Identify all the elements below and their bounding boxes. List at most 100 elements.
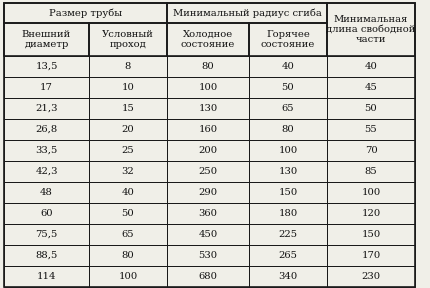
Bar	[167, 119, 249, 140]
Text: Размер трубы: Размер трубы	[49, 8, 122, 18]
Bar	[167, 98, 249, 119]
Bar	[89, 161, 167, 182]
Bar	[89, 77, 167, 98]
Text: 85: 85	[365, 167, 378, 176]
Bar	[327, 203, 415, 224]
Text: 45: 45	[365, 83, 378, 92]
Bar	[167, 56, 249, 77]
Bar	[4, 140, 89, 161]
Text: 40: 40	[365, 62, 378, 71]
Bar	[249, 56, 327, 77]
Bar	[4, 182, 89, 203]
Text: 17: 17	[40, 83, 53, 92]
Text: 75,5: 75,5	[35, 230, 58, 239]
Text: Минимальная
длина свободной
части: Минимальная длина свободной части	[326, 15, 416, 44]
Text: 10: 10	[122, 83, 135, 92]
Bar	[89, 98, 167, 119]
Bar	[4, 98, 89, 119]
Text: 15: 15	[122, 104, 135, 113]
Bar	[327, 140, 415, 161]
Text: 88,5: 88,5	[35, 251, 58, 260]
Bar	[167, 161, 249, 182]
Bar	[4, 266, 89, 287]
Bar	[4, 3, 167, 23]
Bar	[4, 224, 89, 245]
Bar	[4, 245, 89, 266]
Bar	[4, 203, 89, 224]
Bar	[89, 203, 167, 224]
Text: 200: 200	[198, 146, 218, 155]
Bar	[249, 182, 327, 203]
Bar	[89, 224, 167, 245]
Text: 100: 100	[278, 146, 298, 155]
Bar	[167, 224, 249, 245]
Bar	[249, 203, 327, 224]
Text: 130: 130	[198, 104, 218, 113]
Text: 100: 100	[361, 188, 381, 197]
Bar	[249, 77, 327, 98]
Text: 530: 530	[198, 251, 218, 260]
Text: 160: 160	[198, 125, 218, 134]
Text: 100: 100	[198, 83, 218, 92]
Text: 450: 450	[198, 230, 218, 239]
Bar	[327, 266, 415, 287]
Bar	[89, 23, 167, 56]
Text: Холодное
состояние: Холодное состояние	[181, 30, 235, 49]
Text: 360: 360	[199, 209, 218, 218]
Text: 65: 65	[282, 104, 294, 113]
Bar	[4, 161, 89, 182]
Bar	[4, 56, 89, 77]
Bar	[167, 23, 249, 56]
Text: 25: 25	[122, 146, 134, 155]
Bar	[249, 224, 327, 245]
Bar	[327, 56, 415, 77]
Bar	[167, 266, 249, 287]
Bar	[249, 161, 327, 182]
Bar	[327, 182, 415, 203]
Bar	[89, 266, 167, 287]
Text: 150: 150	[278, 188, 298, 197]
Text: 21,3: 21,3	[35, 104, 58, 113]
Text: Внешний
диаметр: Внешний диаметр	[22, 30, 71, 49]
Bar	[327, 224, 415, 245]
Bar	[249, 140, 327, 161]
Bar	[89, 119, 167, 140]
Text: 340: 340	[278, 272, 298, 281]
Bar	[327, 245, 415, 266]
Text: 20: 20	[122, 125, 134, 134]
Text: 250: 250	[198, 167, 218, 176]
Bar	[327, 161, 415, 182]
Bar	[249, 98, 327, 119]
Bar	[89, 182, 167, 203]
Bar	[167, 3, 327, 23]
Bar	[167, 182, 249, 203]
Bar	[327, 98, 415, 119]
Text: 230: 230	[362, 272, 381, 281]
Bar	[167, 77, 249, 98]
Text: 225: 225	[279, 230, 298, 239]
Text: Горячее
состояние: Горячее состояние	[261, 30, 315, 49]
Bar	[167, 140, 249, 161]
Bar	[167, 203, 249, 224]
Text: 13,5: 13,5	[35, 62, 58, 71]
Text: 40: 40	[282, 62, 295, 71]
Text: Минимальный радиус сгиба: Минимальный радиус сгиба	[172, 8, 322, 18]
Bar	[327, 3, 415, 56]
Text: 80: 80	[122, 251, 134, 260]
Bar	[4, 77, 89, 98]
Bar	[89, 56, 167, 77]
Bar	[249, 266, 327, 287]
Text: 65: 65	[122, 230, 134, 239]
Text: 265: 265	[279, 251, 298, 260]
Text: 48: 48	[40, 188, 53, 197]
Bar	[4, 23, 89, 56]
Text: 8: 8	[125, 62, 131, 71]
Bar	[327, 77, 415, 98]
Text: 60: 60	[40, 209, 53, 218]
Bar	[89, 140, 167, 161]
Bar	[249, 23, 327, 56]
Text: 100: 100	[118, 272, 138, 281]
Text: 180: 180	[278, 209, 298, 218]
Text: 26,8: 26,8	[35, 125, 58, 134]
Text: 40: 40	[122, 188, 135, 197]
